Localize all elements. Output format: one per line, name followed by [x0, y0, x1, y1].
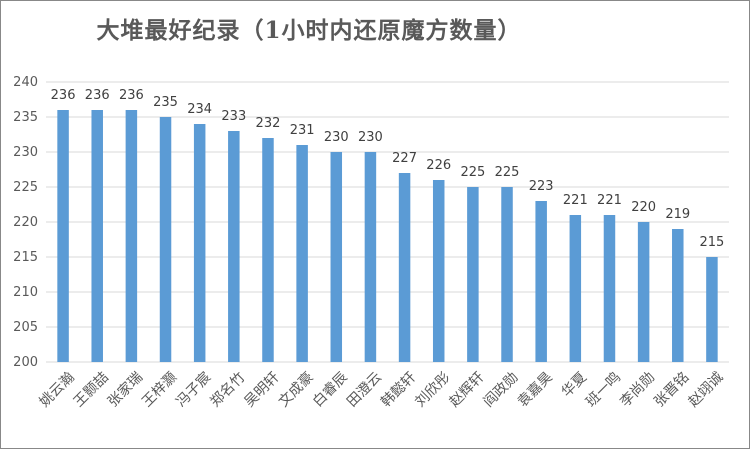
- chart-title: 大堆最好纪录（1小时内还原魔方数量）: [96, 17, 522, 44]
- data-label: 231: [290, 123, 315, 138]
- data-label: 236: [51, 88, 76, 103]
- y-tick-label: 215: [13, 250, 38, 265]
- x-tick-label: 刘欣彤: [412, 369, 453, 410]
- bar: [125, 110, 138, 362]
- bar: [535, 201, 547, 362]
- y-axis-ticks: 200 205 210 215 220 225 230 235 240: [13, 75, 38, 370]
- x-tick-label: 白睿辰: [310, 369, 351, 410]
- bars: [57, 110, 718, 362]
- x-tick-label: 赵辉轩: [446, 369, 487, 410]
- data-label: 220: [631, 200, 656, 215]
- y-tick-label: 230: [13, 145, 38, 160]
- data-label: 223: [529, 179, 554, 194]
- data-label: 236: [119, 88, 144, 103]
- data-label: 230: [358, 130, 383, 145]
- data-label: 232: [256, 116, 281, 131]
- data-label: 226: [426, 158, 451, 173]
- x-tick-label: 冯子宸: [173, 369, 215, 411]
- x-tick-label: 张家瑞: [104, 369, 146, 411]
- data-label: 219: [665, 207, 690, 222]
- y-tick-label: 240: [13, 75, 38, 90]
- data-label: 215: [700, 235, 725, 250]
- bar: [501, 187, 513, 362]
- bar: [262, 138, 274, 362]
- data-label: 221: [597, 193, 622, 208]
- bar: [569, 215, 582, 362]
- x-tick-label: 吴明轩: [242, 369, 283, 410]
- x-tick-label: 王梓灏: [138, 369, 180, 411]
- y-tick-label: 210: [13, 285, 38, 300]
- x-tick-label: 郑名竹: [207, 369, 248, 410]
- data-label: 225: [495, 165, 520, 180]
- x-tick-label: 韩懿轩: [378, 369, 419, 410]
- bar: [706, 257, 718, 362]
- bar: [91, 110, 103, 362]
- data-label: 233: [221, 109, 246, 124]
- x-tick-label: 王颢喆: [71, 369, 112, 410]
- bar: [57, 110, 69, 362]
- x-tick-label: 班一鸣: [582, 369, 624, 411]
- x-tick-label: 文成豪: [276, 369, 317, 410]
- data-label: 230: [324, 130, 349, 145]
- data-label: 225: [460, 165, 485, 180]
- data-label: 236: [85, 88, 110, 103]
- x-tick-label: 张晋铭: [651, 369, 692, 410]
- data-label: 227: [392, 151, 417, 166]
- bar: [296, 145, 308, 362]
- x-tick-label: 姚云瀚: [37, 369, 78, 410]
- data-label: 234: [187, 102, 212, 117]
- x-tick-label: 田澄云: [344, 369, 385, 410]
- gridlines: [46, 81, 729, 363]
- y-tick-label: 225: [13, 180, 38, 195]
- bar: [467, 187, 479, 362]
- bar: [637, 222, 650, 362]
- bar: [603, 215, 616, 362]
- x-tick-label: 袁嘉昊: [515, 369, 556, 410]
- data-label: 221: [563, 193, 588, 208]
- x-tick-label: 赵翊诚: [686, 369, 727, 410]
- y-tick-label: 205: [13, 320, 38, 335]
- data-label: 235: [153, 95, 178, 110]
- bar: [228, 131, 240, 362]
- x-tick-label: 阎政勋: [481, 369, 522, 410]
- y-tick-label: 200: [13, 355, 38, 370]
- x-axis-ticks: 姚云瀚王颢喆张家瑞王梓灏冯子宸郑名竹吴明轩文成豪白睿辰田澄云韩懿轩刘欣彤赵辉轩阎…: [37, 369, 727, 411]
- x-tick-label: 李尚勋: [617, 369, 658, 410]
- bar: [364, 152, 377, 362]
- bar: [398, 173, 411, 362]
- y-tick-label: 235: [13, 110, 38, 125]
- data-labels: 236 236 236 235 234 233 232 231 230 230 227 226 225 2…: [51, 88, 725, 250]
- bar: [193, 124, 206, 362]
- bar: [432, 180, 445, 362]
- bar: [672, 229, 684, 362]
- bar: [159, 117, 172, 362]
- bar: [330, 152, 343, 362]
- y-tick-label: 220: [13, 215, 38, 230]
